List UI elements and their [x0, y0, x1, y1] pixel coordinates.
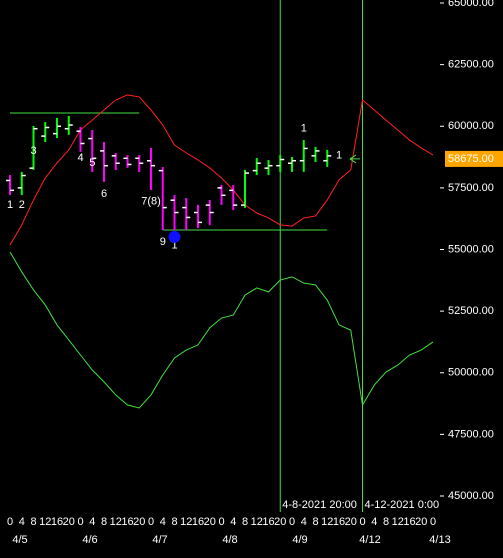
x-tick-label: 4: [230, 516, 236, 528]
day-label: 4/12: [359, 534, 380, 546]
annotation: 1: [7, 199, 13, 211]
annotation: 7(8): [141, 195, 161, 207]
x-tick-label: 4: [19, 516, 25, 528]
y-tick-label: 62500.00: [448, 59, 494, 71]
x-tick-label: 12: [39, 516, 51, 528]
x-tick-label: 20: [133, 516, 145, 528]
indicator-line: [9, 251, 434, 409]
y-tick-label: 65000.00: [448, 0, 494, 9]
y-tick-label: 45000.00: [448, 490, 494, 502]
x-tick-label: 0: [359, 516, 365, 528]
annotation: 2: [19, 199, 25, 211]
price-box: [445, 150, 503, 167]
day-label: 4/8: [222, 534, 237, 546]
x-tick-label: 16: [333, 516, 345, 528]
x-tick-label: 0: [289, 516, 295, 528]
day-label: 4/7: [152, 534, 167, 546]
y-tick-label: 55000.00: [448, 243, 494, 255]
x-tick-label: 20: [204, 516, 216, 528]
y-tick-label: 60000.00: [448, 120, 494, 132]
annotation: 1: [301, 123, 307, 135]
x-tick-label: 12: [251, 516, 263, 528]
x-tick-label: 20: [274, 516, 286, 528]
annotation: 6: [101, 188, 107, 200]
price-arrow: [349, 154, 360, 164]
x-tick-label: 4: [160, 516, 166, 528]
x-tick-label: 16: [403, 516, 415, 528]
x-tick-label: 16: [262, 516, 274, 528]
annotation: 9: [160, 236, 166, 248]
x-tick-label: 0: [218, 516, 224, 528]
x-tick-label: 8: [242, 516, 248, 528]
day-label: 4/13: [429, 534, 450, 546]
x-tick-label: 8: [312, 516, 318, 528]
x-tick-label: 8: [101, 516, 107, 528]
x-tick-label: 8: [171, 516, 177, 528]
day-label: 4/9: [292, 534, 307, 546]
annotation: 1: [336, 150, 342, 162]
time-marker-label: 4-12-2021 0:00: [365, 499, 440, 511]
annotation: 3: [30, 145, 36, 157]
x-tick-label: 16: [51, 516, 63, 528]
annotation: 1: [171, 240, 177, 252]
x-tick-label: 0: [430, 516, 436, 528]
x-tick-label: 8: [30, 516, 36, 528]
x-tick-label: 0: [7, 516, 13, 528]
x-tick-label: 20: [345, 516, 357, 528]
x-tick-label: 16: [121, 516, 133, 528]
y-tick-label: 52500.00: [448, 305, 494, 317]
price-label: 58675.00: [448, 153, 494, 165]
x-tick-label: 12: [392, 516, 404, 528]
x-tick-label: 20: [415, 516, 427, 528]
day-label: 4/6: [82, 534, 97, 546]
annotation: 5: [89, 157, 95, 169]
x-tick-label: 4: [371, 516, 377, 528]
x-tick-label: 4: [89, 516, 95, 528]
x-tick-label: 8: [383, 516, 389, 528]
x-tick-label: 12: [321, 516, 333, 528]
x-tick-label: 16: [192, 516, 204, 528]
x-tick-label: 0: [148, 516, 154, 528]
x-tick-label: 12: [180, 516, 192, 528]
y-tick-label: 50000.00: [448, 367, 494, 379]
y-tick-label: 47500.00: [448, 428, 494, 440]
annotation: 4: [77, 152, 83, 164]
x-tick-label: 12: [110, 516, 122, 528]
x-tick-label: 0: [77, 516, 83, 528]
indicator-line: [9, 94, 434, 246]
x-tick-label: 4: [301, 516, 307, 528]
x-tick-label: 20: [63, 516, 75, 528]
signal-dot: [168, 230, 181, 243]
y-tick-label: 57500.00: [448, 182, 494, 194]
day-label: 4/5: [12, 534, 27, 546]
time-marker-label: 4-8-2021 20:00: [282, 499, 357, 511]
